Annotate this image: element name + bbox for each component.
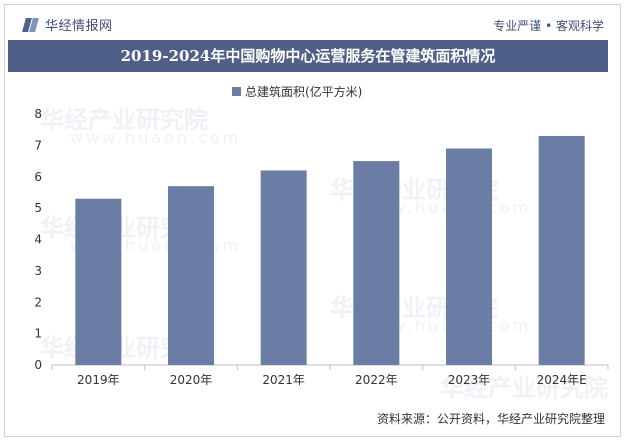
- legend: 总建筑面积(亿平方米): [232, 83, 362, 100]
- y-tick-label: 4: [34, 233, 42, 247]
- bar: [353, 161, 400, 365]
- y-tick-label: 7: [34, 138, 42, 152]
- y-tick-label: 0: [34, 358, 42, 372]
- y-tick-label: 2: [34, 295, 42, 309]
- x-tick-label: 2022年: [355, 373, 398, 387]
- chart-title: 2019-2024年中国购物中心运营服务在管建筑面积情况: [8, 40, 608, 72]
- bar: [168, 186, 214, 365]
- x-tick-label: 2021年: [262, 373, 305, 387]
- legend-swatch: [232, 87, 241, 96]
- y-tick-label: 3: [34, 264, 42, 278]
- slogan: 专业严谨 • 客观科学: [493, 19, 604, 33]
- bar: [75, 198, 122, 365]
- bar: [260, 170, 307, 365]
- y-tick-label: 5: [34, 201, 42, 215]
- x-tick-label: 2023年: [448, 373, 491, 387]
- y-tick-label: 1: [34, 327, 42, 341]
- bar: [446, 148, 492, 365]
- legend-label: 总建筑面积(亿平方米): [245, 85, 363, 99]
- logo-text: 华经情报网: [45, 19, 113, 34]
- bar: [538, 135, 585, 365]
- y-tick-label: 8: [34, 107, 42, 121]
- logo: 华经情报网: [23, 15, 113, 34]
- y-tick-label: 6: [34, 170, 42, 184]
- x-tick-label: 2019年: [77, 373, 120, 387]
- x-tick-label: 2024年E: [537, 373, 587, 387]
- x-tick-label: 2020年: [170, 373, 213, 387]
- source-note: 资料来源：公开资料，华经产业研究院整理: [376, 412, 605, 426]
- top-bar: 华经情报网 专业严谨 • 客观科学: [5, 5, 620, 41]
